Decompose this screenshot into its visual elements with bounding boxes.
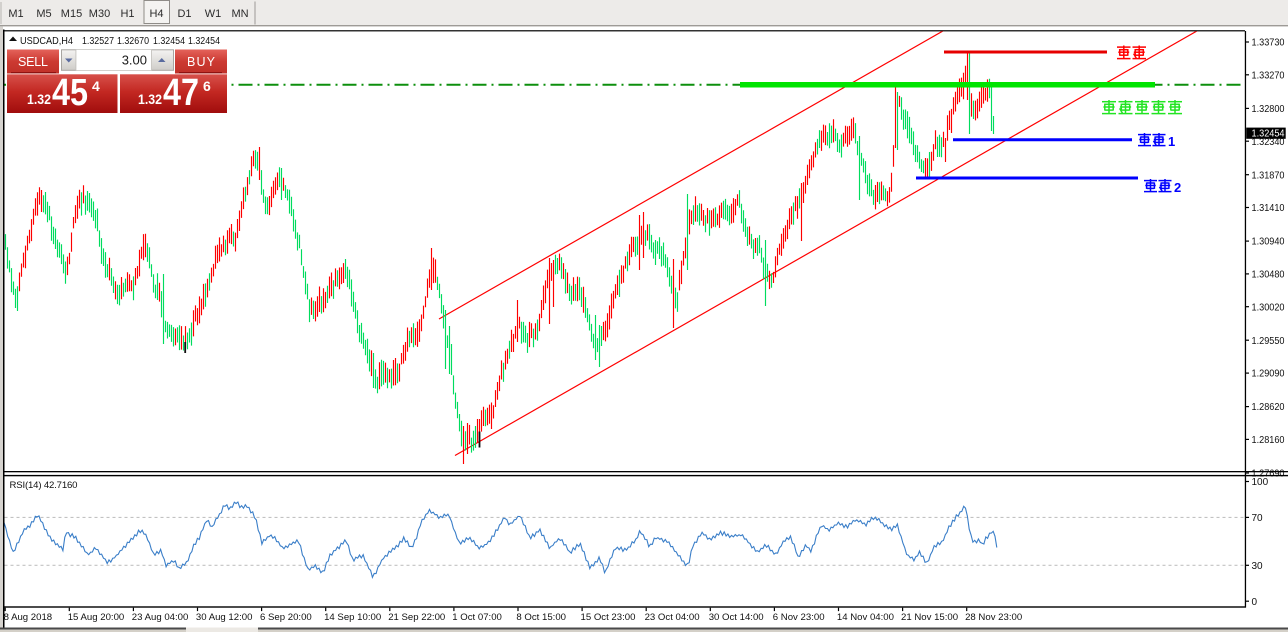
svg-text:1.32: 1.32 bbox=[138, 92, 162, 107]
svg-text:1: 1 bbox=[1168, 134, 1175, 149]
svg-text:1 Oct 07:00: 1 Oct 07:00 bbox=[452, 612, 502, 623]
svg-text:23 Oct 04:00: 23 Oct 04:00 bbox=[645, 612, 700, 623]
svg-text:SELL: SELL bbox=[18, 55, 48, 69]
svg-text:6 Nov 23:00: 6 Nov 23:00 bbox=[773, 612, 825, 623]
svg-text:D1: D1 bbox=[177, 8, 191, 20]
svg-text:1.31410: 1.31410 bbox=[1252, 203, 1285, 214]
svg-text:30: 30 bbox=[1252, 561, 1264, 572]
svg-text:1.32: 1.32 bbox=[27, 92, 51, 107]
svg-text:1.27690: 1.27690 bbox=[1252, 469, 1285, 480]
svg-text:1.30480: 1.30480 bbox=[1252, 270, 1285, 281]
svg-text:W1: W1 bbox=[205, 8, 222, 20]
svg-text:4: 4 bbox=[92, 78, 100, 94]
svg-text:15 Oct 23:00: 15 Oct 23:00 bbox=[581, 612, 636, 623]
svg-text:1.28620: 1.28620 bbox=[1252, 402, 1285, 413]
svg-text:H4: H4 bbox=[149, 8, 163, 20]
svg-text:6 Sep 20:00: 6 Sep 20:00 bbox=[260, 612, 312, 623]
svg-text:15 Aug 20:00: 15 Aug 20:00 bbox=[68, 612, 125, 623]
svg-text:0: 0 bbox=[1252, 597, 1258, 608]
svg-text:M30: M30 bbox=[89, 8, 110, 20]
svg-text:M5: M5 bbox=[36, 8, 51, 20]
svg-text:28 Nov 23:00: 28 Nov 23:00 bbox=[965, 612, 1022, 623]
svg-text:14 Sep 10:00: 14 Sep 10:00 bbox=[324, 612, 381, 623]
svg-text:8 Oct 15:00: 8 Oct 15:00 bbox=[516, 612, 566, 623]
svg-text:1.30020: 1.30020 bbox=[1252, 302, 1285, 313]
svg-text:1.29090: 1.29090 bbox=[1252, 369, 1285, 380]
svg-text:BUY: BUY bbox=[187, 55, 216, 69]
svg-text:1.32340: 1.32340 bbox=[1252, 137, 1285, 148]
svg-text:47: 47 bbox=[163, 72, 199, 114]
svg-text:1.32454: 1.32454 bbox=[153, 36, 185, 47]
svg-text:21 Sep 22:00: 21 Sep 22:00 bbox=[388, 612, 445, 623]
svg-text:USDCAD,H4: USDCAD,H4 bbox=[20, 35, 73, 47]
svg-text:45: 45 bbox=[52, 72, 88, 114]
svg-text:1.30940: 1.30940 bbox=[1252, 237, 1285, 248]
svg-text:8 Aug 2018: 8 Aug 2018 bbox=[4, 612, 53, 623]
svg-text:H1: H1 bbox=[120, 8, 134, 20]
svg-text:1.32527: 1.32527 bbox=[82, 36, 114, 47]
svg-text:RSI(14) 42.7160: RSI(14) 42.7160 bbox=[10, 480, 78, 491]
svg-text:30 Oct 14:00: 30 Oct 14:00 bbox=[709, 612, 764, 623]
svg-text:30 Aug 12:00: 30 Aug 12:00 bbox=[196, 612, 253, 623]
svg-text:MN: MN bbox=[231, 8, 248, 20]
svg-text:70: 70 bbox=[1252, 513, 1264, 524]
svg-text:3.00: 3.00 bbox=[122, 53, 147, 68]
svg-text:1.32454: 1.32454 bbox=[188, 36, 220, 47]
svg-text:14 Nov 04:00: 14 Nov 04:00 bbox=[837, 612, 894, 623]
svg-text:2: 2 bbox=[1174, 180, 1181, 195]
svg-text:100: 100 bbox=[1252, 477, 1269, 488]
svg-text:21 Nov 15:00: 21 Nov 15:00 bbox=[901, 612, 958, 623]
svg-text:1.32454: 1.32454 bbox=[1252, 129, 1285, 140]
svg-text:1.33730: 1.33730 bbox=[1252, 38, 1285, 49]
svg-text:6: 6 bbox=[203, 78, 211, 94]
svg-text:1.29550: 1.29550 bbox=[1252, 336, 1285, 347]
svg-text:1.28160: 1.28160 bbox=[1252, 435, 1285, 446]
svg-text:1.31870: 1.31870 bbox=[1252, 170, 1285, 181]
svg-text:M1: M1 bbox=[8, 8, 23, 20]
svg-text:23 Aug 04:00: 23 Aug 04:00 bbox=[132, 612, 189, 623]
svg-text:M15: M15 bbox=[61, 8, 82, 20]
svg-text:1.32670: 1.32670 bbox=[117, 36, 149, 47]
svg-text:1.32800: 1.32800 bbox=[1252, 104, 1285, 115]
svg-text:1.33270: 1.33270 bbox=[1252, 70, 1285, 81]
